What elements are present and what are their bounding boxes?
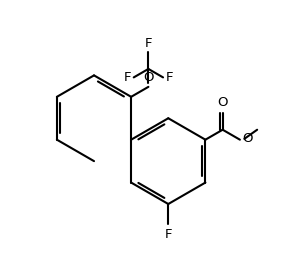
Text: F: F (124, 71, 131, 84)
Text: F: F (145, 37, 152, 50)
Text: O: O (144, 71, 154, 84)
Text: F: F (166, 71, 173, 84)
Text: O: O (242, 132, 252, 145)
Text: O: O (218, 96, 228, 109)
Text: F: F (164, 227, 172, 240)
